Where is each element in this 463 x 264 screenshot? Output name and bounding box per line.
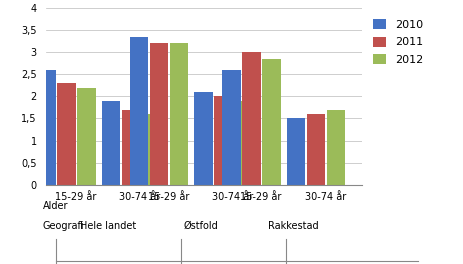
- Bar: [121, 110, 140, 185]
- Bar: [194, 92, 212, 185]
- Bar: [101, 101, 120, 185]
- Bar: [326, 110, 344, 185]
- Text: Rakkestad: Rakkestad: [267, 221, 318, 231]
- Bar: [286, 119, 305, 185]
- Text: Hele landet: Hele landet: [80, 221, 136, 231]
- Bar: [141, 114, 160, 185]
- Bar: [77, 87, 95, 185]
- Bar: [57, 83, 75, 185]
- Text: Østfold: Østfold: [183, 221, 217, 231]
- Bar: [150, 43, 168, 185]
- Bar: [262, 59, 280, 185]
- Bar: [222, 70, 240, 185]
- Bar: [306, 114, 325, 185]
- Bar: [242, 52, 260, 185]
- Bar: [214, 96, 232, 185]
- Bar: [37, 70, 56, 185]
- Legend: 2010, 2011, 2012: 2010, 2011, 2012: [370, 17, 425, 67]
- Bar: [130, 37, 148, 185]
- Text: Alder: Alder: [43, 201, 68, 211]
- Text: Geografi: Geografi: [43, 221, 84, 231]
- Bar: [169, 43, 188, 185]
- Bar: [234, 101, 252, 185]
